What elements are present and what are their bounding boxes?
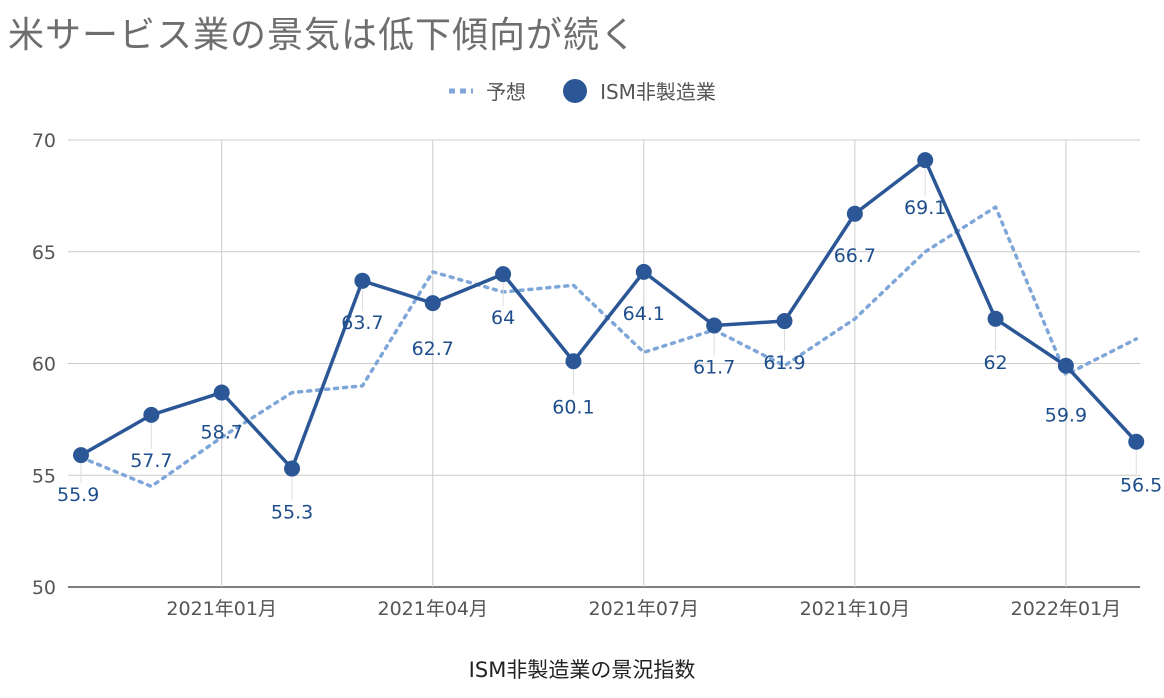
data-label: 62.7: [412, 338, 454, 360]
y-tick-label: 55: [32, 465, 56, 487]
data-label: 61.9: [763, 352, 805, 374]
data-label: 61.7: [693, 357, 735, 379]
ism-data-point: [495, 266, 512, 283]
ism-data-point: [706, 317, 723, 334]
legend-item-forecast: 予想: [448, 76, 526, 105]
ism-data-point: [284, 460, 301, 477]
data-label: 55.3: [271, 502, 313, 524]
x-tick-label: 2021年10月: [800, 598, 911, 620]
ism-data-point: [424, 295, 441, 312]
data-label: 66.7: [834, 245, 876, 267]
y-tick-label: 50: [32, 577, 56, 599]
ism-data-point: [635, 263, 652, 280]
legend-label-forecast: 予想: [486, 80, 527, 104]
ism-data-point: [1057, 357, 1074, 374]
legend: 予想 ISM非製造業: [0, 76, 1164, 105]
data-label: 57.7: [130, 450, 172, 472]
ism-data-point: [143, 406, 160, 423]
data-label: 55.9: [57, 484, 99, 506]
x-tick-label: 2021年01月: [166, 598, 277, 620]
chart-title: 米サービス業の景気は低下傾向が続く: [8, 15, 638, 56]
x-tick-label: 2022年01月: [1011, 598, 1122, 620]
data-label: 63.7: [341, 312, 383, 334]
data-label: 62: [983, 352, 1007, 374]
data-label: 56.5: [1120, 475, 1162, 497]
legend-label-ism: ISM非製造業: [600, 80, 716, 104]
ism-data-point: [846, 205, 863, 222]
data-label: 60.1: [552, 396, 594, 418]
y-tick-label: 70: [32, 130, 56, 152]
data-label: 69.1: [904, 197, 946, 219]
x-tick-label: 2021年07月: [589, 598, 700, 620]
x-axis-label: ISM非製造業の景況指数: [468, 658, 696, 682]
ism-data-point: [354, 272, 371, 289]
y-tick-label: 60: [32, 354, 56, 376]
ism-data-point: [1128, 433, 1145, 450]
y-tick-label: 65: [32, 242, 56, 264]
ism-series-line: [80, 158, 1138, 471]
ism-data-point: [917, 152, 934, 169]
ism-data-point: [987, 310, 1004, 327]
dotted-line-icon: [449, 88, 474, 93]
forecast-series-line: [79, 205, 1138, 489]
ism-data-point: [776, 313, 793, 330]
ism-data-point: [73, 447, 89, 464]
data-label: 64: [491, 307, 515, 329]
legend-item-ism: ISM非製造業: [562, 76, 716, 105]
ism-data-point: [565, 353, 582, 370]
ism-data-point: [213, 384, 230, 401]
data-label: 58.7: [201, 422, 243, 444]
data-label: 64.1: [623, 303, 665, 325]
data-label: 59.9: [1045, 405, 1087, 427]
circle-marker-icon: [563, 78, 588, 103]
x-tick-label: 2021年04月: [377, 598, 488, 620]
